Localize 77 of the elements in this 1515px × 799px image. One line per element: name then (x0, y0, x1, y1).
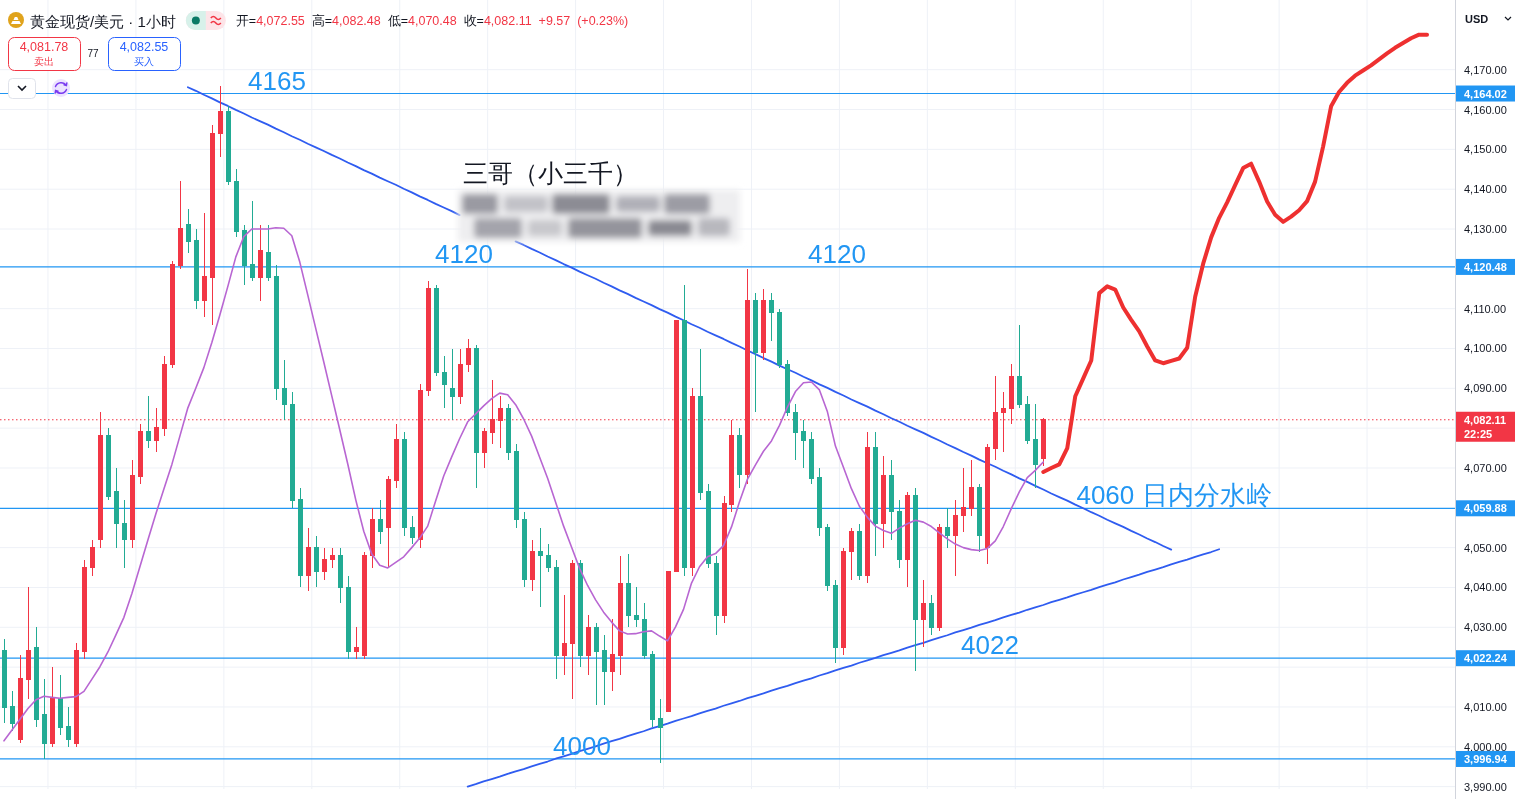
candlestick (25, 586, 32, 700)
candlestick (768, 292, 775, 342)
candlestick (449, 347, 456, 421)
y-tick-label: 3,990.00 (1464, 780, 1507, 793)
ref-line-label: 4,059.88 (1464, 502, 1507, 515)
y-tick-label: 4,160.00 (1464, 103, 1507, 116)
candlestick (265, 224, 272, 282)
candlestick (41, 678, 48, 760)
candlestick (377, 499, 384, 545)
candlestick (353, 626, 360, 660)
candlestick (1032, 403, 1039, 489)
candlestick (625, 552, 632, 628)
candlestick (1016, 323, 1023, 409)
annotation: 77 (87, 47, 99, 59)
candlestick (409, 515, 416, 545)
candlestick (952, 499, 959, 577)
candlestick (593, 622, 600, 706)
y-tick-label: 4,130.00 (1464, 223, 1507, 236)
candlestick (65, 706, 72, 748)
candlestick (321, 546, 328, 581)
candlestick (968, 459, 975, 517)
candlestick (561, 594, 568, 676)
candlestick (121, 499, 128, 569)
ref-line-label: 4,082.11 22:25 (1464, 413, 1507, 440)
candlestick (185, 208, 192, 254)
ref-line-label: 3,996.94 (1464, 752, 1508, 765)
y-tick-label: 4,110.00 (1464, 302, 1507, 315)
y-tick-label: 4,010.00 (1464, 700, 1507, 713)
candlestick (481, 427, 488, 469)
candlestick (609, 618, 616, 692)
y-tick-label: 4,090.00 (1464, 382, 1507, 395)
candlestick (960, 467, 967, 533)
y-axis-title: USD (1465, 13, 1489, 25)
annotation: 4060 日内分水岭 (1076, 480, 1272, 511)
candlestick (601, 634, 608, 706)
text: 黄金现货/美元 · 1小时 (30, 12, 176, 30)
annotation: 4,081.78 卖出 (19, 40, 69, 67)
candlestick (257, 224, 264, 302)
candlestick (920, 578, 927, 648)
y-tick-label: 4,030.00 (1464, 621, 1507, 634)
line-series (466, 548, 1221, 788)
annotation: 4120 (808, 238, 866, 269)
y-tick-label: 4,000.00 (1464, 740, 1507, 753)
line-series (1041, 32, 1430, 474)
candlestick (848, 527, 855, 581)
candlestick (633, 586, 640, 628)
text: 开=4,072.55 高=4,082.48 低=4,070.48 收=4,082.11 +9.57 (+0.23%) (235, 14, 629, 28)
ref-line-label: 4,120.48 (1464, 260, 1507, 273)
annotation: 4165 (248, 65, 306, 96)
candlestick (249, 200, 256, 282)
candlestick (800, 419, 807, 469)
y-tick-label: 4,170.00 (1464, 63, 1507, 76)
candlestick (537, 527, 544, 609)
candlestick (944, 507, 951, 549)
candlestick (217, 84, 224, 159)
y-tick-label: 4,150.00 (1464, 143, 1507, 156)
candlestick (281, 359, 288, 421)
candlestick (657, 698, 664, 764)
candlestick (145, 395, 152, 449)
y-tick-label: 4,050.00 (1464, 541, 1507, 554)
candlestick (752, 292, 759, 413)
candlestick (201, 212, 208, 318)
candlestick (113, 467, 120, 549)
candlestick (792, 403, 799, 461)
candlestick (177, 180, 184, 270)
y-tick-label: 4,140.00 (1464, 183, 1507, 196)
annotation: 4120 (435, 238, 493, 269)
annotation: 4022 (961, 630, 1019, 661)
candlestick (441, 355, 448, 409)
y-tick-label: 4,040.00 (1464, 581, 1507, 594)
annotation: 三哥（小三千） (463, 159, 638, 187)
annotation: 4,082.55 买入 (119, 40, 169, 67)
candlestick (329, 546, 336, 569)
y-tick-label: 4,100.00 (1464, 342, 1507, 355)
y-tick-label: 4,070.00 (1464, 461, 1507, 474)
ref-line-label: 4,022.24 (1464, 652, 1508, 665)
ref-line-label: 4,164.02 (1464, 87, 1507, 100)
